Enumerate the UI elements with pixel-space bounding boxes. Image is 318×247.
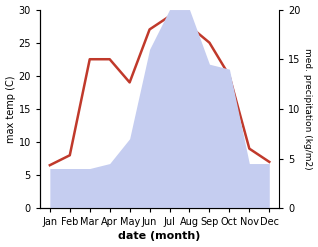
Y-axis label: max temp (C): max temp (C) — [5, 75, 16, 143]
Y-axis label: med. precipitation (kg/m2): med. precipitation (kg/m2) — [303, 48, 313, 170]
X-axis label: date (month): date (month) — [118, 231, 201, 242]
